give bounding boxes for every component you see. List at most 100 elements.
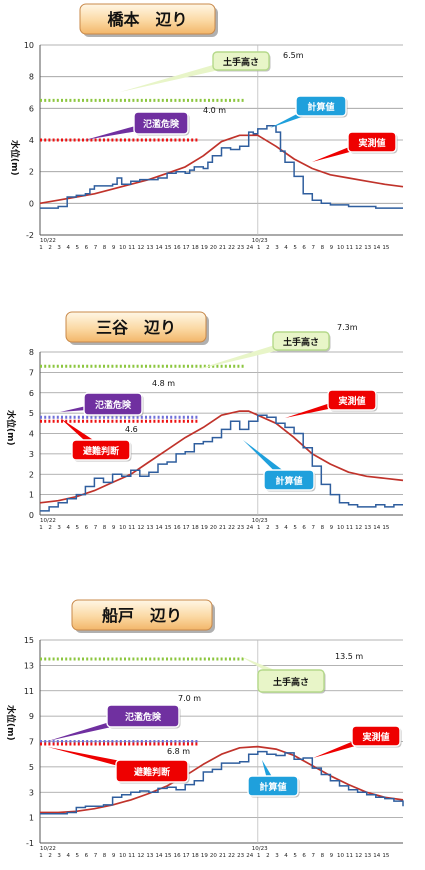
callout-label-measured: 実測値 [338,395,365,407]
callout-box-danger [106,704,180,728]
x-tick-label: 20 [210,525,217,531]
x-tick-label: 18 [192,525,199,531]
series-measured-line [39,134,404,205]
x-tick-label: 8 [103,525,107,531]
y-tick-label: 4 [29,430,34,439]
x-tick-label: 2 [266,245,270,251]
x-tick-label: 24 [246,245,253,251]
x-tick-label: 11 [346,525,353,531]
ref-value-label-levee: 6.5m [283,51,304,60]
x-tick-label: 7 [312,525,316,531]
x-tick-label: 7 [94,853,98,859]
x-tick-label: 3 [275,245,279,251]
x-tick-label: 11 [346,245,353,251]
series-computed-line [40,124,403,209]
chart-title: 船戸 辺り [102,606,182,625]
y-tick-label: 0 [29,199,34,208]
x-tick-label: 3 [275,525,279,531]
callout-label-levee: 土手高さ [223,56,259,68]
y-tick-label: 1 [29,814,34,823]
x-tick-label: 15 [165,525,172,531]
title-plate [71,599,213,631]
x-tick-label: 2 [266,525,270,531]
x-tick-label: 10 [337,245,344,251]
x-tick-label: 6 [85,245,89,251]
x-tick-label: 13 [364,853,371,859]
x-tick-label: 2 [48,525,52,531]
x-tick-label: 12 [137,525,144,531]
x-tick-label: 22 [228,245,235,251]
date-label: 10/23 [252,846,268,852]
callout-box-levee [272,331,330,351]
x-tick-label: 6 [302,853,306,859]
x-tick-label: 7 [312,853,316,859]
series-measured-line [40,745,404,814]
x-tick-label: 5 [293,245,297,251]
callout-box-evac [71,439,131,461]
x-tick-label: 2 [266,853,270,859]
x-tick-label: 5 [76,245,80,251]
x-tick-label: 1 [257,853,261,859]
x-tick-label: 19 [201,525,208,531]
y-tick-label: 6 [29,104,34,113]
x-tick-label: 16 [174,245,181,251]
x-tick-label: 13 [146,525,153,531]
ref-value-label-danger: 4.8 m [152,379,175,388]
y-tick-label: 2 [29,470,34,479]
ref-value-label-levee: 13.5 m [335,652,363,661]
x-tick-label: 15 [165,853,172,859]
x-tick-label: 16 [174,853,181,859]
y-tick-label: 0 [29,511,34,520]
x-tick-label: 18 [192,853,199,859]
callout-box-computed [247,775,299,797]
callout-label-evac: 避難判断 [134,766,170,778]
x-tick-label: 14 [155,853,162,859]
x-tick-label: 1 [39,245,43,251]
y-tick-label: 5 [29,409,34,418]
y-tick-label: 1 [29,491,34,500]
x-tick-label: 3 [57,853,61,859]
y-tick-label: 3 [29,450,34,459]
callout-box-levee [257,669,325,693]
x-tick-label: 23 [237,245,244,251]
callout-box-computed [263,469,315,491]
x-tick-label: 1 [257,245,261,251]
x-tick-label: 19 [201,245,208,251]
callout-label-computed: 計算値 [307,101,334,113]
ref-value-label-levee: 7.3m [337,323,358,332]
chart-title: 三谷 辺り [96,318,176,337]
x-tick-label: 9 [112,245,116,251]
callout-box-danger [133,111,189,135]
x-tick-label: 8 [103,245,107,251]
x-tick-label: 14 [373,525,380,531]
x-tick-label: 1 [39,853,43,859]
x-tick-label: 7 [94,525,98,531]
x-tick-label: 21 [219,245,226,251]
date-label: 10/22 [40,518,56,524]
date-label: 10/22 [40,846,56,852]
x-tick-label: 9 [112,853,116,859]
x-tick-label: 23 [237,853,244,859]
y-tick-label: 3 [29,788,34,797]
y-tick-label: -2 [26,231,34,240]
x-tick-label: 4 [66,853,70,859]
x-tick-label: 4 [66,525,70,531]
callout-label-danger: 氾濫危険 [143,118,180,130]
y-tick-label: 13 [24,661,34,670]
x-tick-label: 4 [284,853,288,859]
callout-box-measured [351,725,401,747]
callout-pointer-levee [120,57,242,92]
y-tick-label: -1 [26,839,34,848]
x-tick-label: 5 [76,853,80,859]
callout-box-measured [347,131,397,153]
x-tick-label: 11 [128,245,135,251]
callout-label-measured: 実測値 [362,731,389,743]
x-tick-label: 15 [382,245,389,251]
x-tick-label: 7 [312,245,316,251]
x-tick-label: 10 [337,525,344,531]
title-plate [79,3,216,35]
x-tick-label: 14 [373,245,380,251]
x-tick-label: 17 [183,525,190,531]
x-tick-label: 5 [76,525,80,531]
